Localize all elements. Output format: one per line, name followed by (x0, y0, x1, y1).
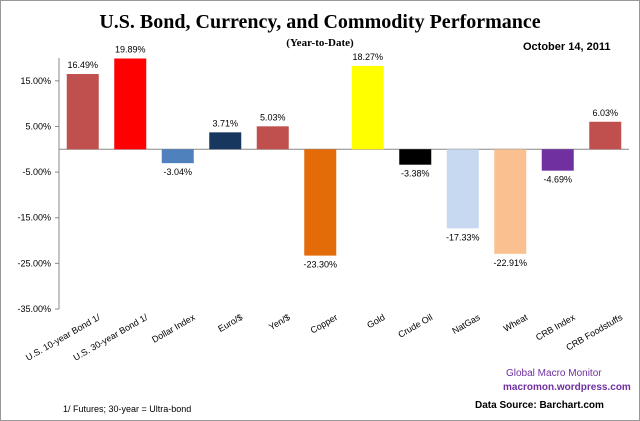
footnote: 1/ Futures; 30-year = Ultra-bond (63, 404, 192, 414)
x-tick-label: Wheat (502, 312, 530, 334)
bar (161, 149, 194, 164)
bar (351, 65, 384, 150)
chart-subtitle: (Year-to-Date) (286, 37, 354, 49)
data-label: -23.30% (303, 260, 337, 270)
bar (494, 149, 527, 254)
x-tick-label: CRB Index (534, 312, 577, 343)
bar (66, 74, 99, 150)
chart-title: U.S. Bond, Currency, and Commodity Perfo… (99, 11, 541, 33)
bar (399, 149, 432, 165)
bar (114, 58, 147, 150)
data-label: 16.49% (67, 60, 98, 70)
y-tick-label: -15.00% (17, 213, 51, 223)
data-label: -17.33% (446, 232, 480, 242)
bar (589, 121, 622, 150)
data-label: -3.04% (163, 167, 192, 177)
x-tick-label: Gold (365, 312, 386, 330)
x-tick-label: NatGas (450, 312, 482, 336)
chart-date: October 14, 2011 (523, 41, 611, 53)
y-tick-label: -35.00% (17, 304, 51, 314)
y-tick-label: 5.00% (25, 121, 51, 131)
data-label: 6.03% (592, 108, 618, 118)
x-tick-label: U.S. 10-year Bond 1/ (24, 312, 102, 363)
bar (256, 126, 289, 150)
data-label: 3.71% (212, 118, 238, 128)
site-label: macromon.wordpress.com (503, 382, 631, 393)
y-tick-label: -5.00% (22, 167, 51, 177)
x-tick-label: Yen/$ (267, 312, 292, 332)
x-tick-label: Euro/$ (216, 312, 244, 334)
x-tick-label: Crude Oil (396, 312, 434, 340)
data-label: 19.89% (115, 45, 146, 55)
x-tick-label: Copper (309, 312, 340, 335)
bar (446, 149, 479, 229)
bar (209, 132, 242, 150)
bar (304, 149, 337, 256)
y-tick-label: 15.00% (20, 76, 51, 86)
data-label: -22.91% (493, 258, 527, 268)
source-label: Data Source: Barchart.com (475, 400, 604, 411)
data-label: -4.69% (543, 175, 572, 185)
data-label: 18.27% (352, 52, 383, 62)
brand-label: Global Macro Monitor (506, 368, 602, 379)
data-label: -3.38% (401, 169, 430, 179)
data-label: 5.03% (260, 112, 286, 122)
x-tick-label: Dollar Index (150, 312, 197, 345)
bar (541, 149, 574, 171)
y-tick-label: -25.00% (17, 258, 51, 268)
